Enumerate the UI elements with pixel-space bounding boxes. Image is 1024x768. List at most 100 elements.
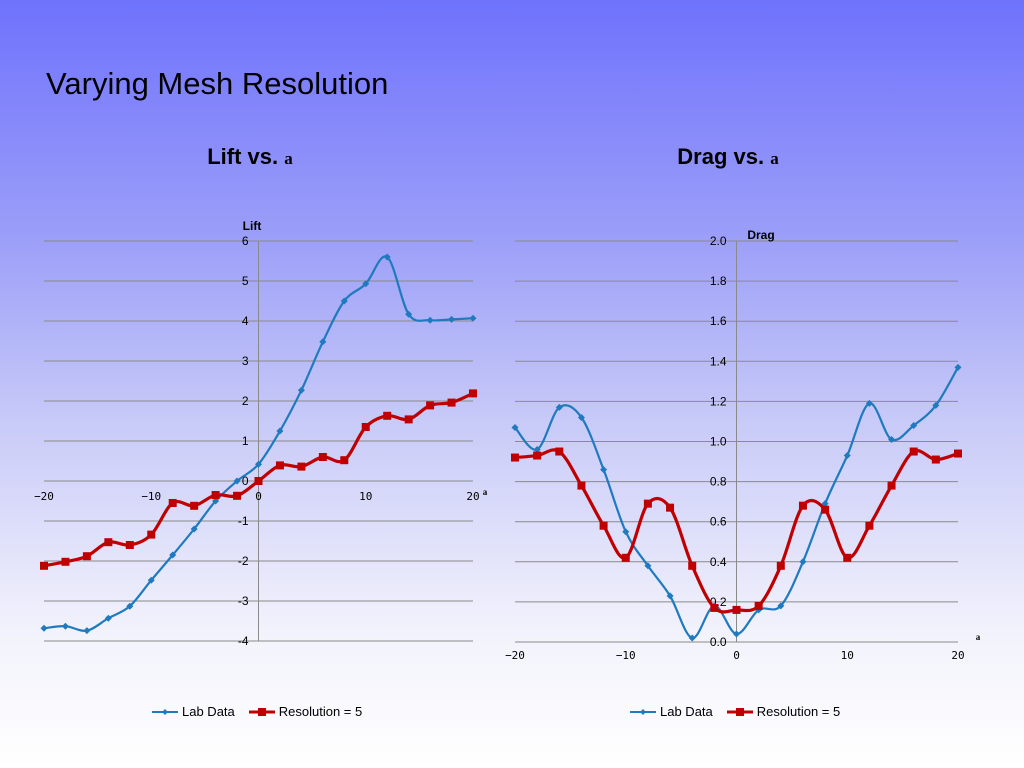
drag-legend-item-lab: Lab Data (630, 704, 713, 719)
resolution-data-point (577, 481, 586, 490)
y-tick-label: 5 (242, 274, 249, 288)
y-tick-label: -1 (238, 514, 249, 528)
x-axis-title: a (483, 487, 488, 497)
lab-data-point (469, 314, 477, 322)
lab-data-point (147, 576, 155, 584)
lift-legend-item-lab: Lab Data (152, 704, 235, 719)
resolution-data-point (776, 561, 785, 570)
lab-data-point (821, 500, 829, 508)
drag-legend-label-res: Resolution = 5 (756, 704, 841, 719)
x-tick-label: 0 (255, 490, 262, 503)
lab-data-point (319, 338, 327, 346)
y-tick-label: 0.0 (710, 635, 727, 649)
lab-data-point (888, 435, 896, 443)
lab-data-point (577, 413, 585, 421)
resolution-data-point (798, 501, 807, 510)
resolution-data-point (147, 530, 156, 539)
y-tick-label: 3 (242, 354, 249, 368)
y-axis-title: Drag (747, 228, 774, 242)
lab-data-point (362, 280, 370, 288)
x-tick-label: −20 (505, 649, 525, 662)
lab-data-point (511, 423, 519, 431)
resolution-data-point (426, 401, 435, 410)
drag-legend-item-res: Resolution = 5 (726, 704, 841, 719)
lab-data-point (383, 253, 391, 261)
lab-data-point (600, 466, 608, 474)
resolution-data-point (821, 505, 830, 514)
lab-data-swatch-icon (152, 708, 178, 715)
lab-data-point (426, 316, 434, 324)
lab-data-point (61, 622, 69, 630)
resolution-data-point (40, 561, 48, 570)
y-tick-label: 4 (242, 314, 249, 328)
resolution-data-point (275, 461, 284, 470)
resolution-data-point (233, 491, 242, 500)
resolution-data-point (732, 605, 741, 614)
resolution-data-point (61, 557, 70, 566)
lab-data-point (83, 627, 91, 635)
resolution-data-point (710, 603, 719, 612)
resolution-data-point (666, 503, 675, 512)
lift-chart-title-text: Lift vs. (207, 144, 279, 169)
y-axis-title: Lift (243, 219, 262, 233)
lift-chart-title: Lift vs. a (100, 144, 400, 170)
lab-data-point (255, 460, 262, 468)
y-tick-label: -4 (238, 634, 249, 648)
drag-legend-label-lab: Lab Data (660, 704, 713, 719)
lab-data-point (954, 363, 962, 371)
drag-chart-title-text: Drag vs. (677, 144, 765, 169)
lab-data-point (340, 297, 348, 305)
y-tick-label: 1.0 (710, 435, 727, 449)
x-axis-title: a (976, 632, 981, 642)
lift-chart-title-symbol: a (284, 149, 293, 168)
lab-data-point (233, 477, 241, 485)
lab-data-point (169, 551, 177, 559)
drag-chart-title-symbol: a (770, 149, 779, 168)
resolution-data-point (190, 501, 199, 510)
resolution-data-point (469, 389, 477, 398)
lab-data-point (733, 630, 740, 638)
y-tick-label: 0.6 (710, 515, 727, 529)
resolution-data-point (621, 553, 630, 562)
lab-data-point (932, 401, 940, 409)
lab-data-point (622, 528, 630, 536)
resolution-data-point (318, 453, 327, 461)
resolution-data-point (404, 415, 413, 424)
x-tick-label: −20 (34, 490, 54, 503)
lab-data-point (555, 403, 563, 411)
lab-data-point (276, 427, 284, 435)
y-tick-label: 2 (242, 394, 249, 408)
lab-data-point (190, 525, 198, 533)
lift-chart: -4 -3 -2 -1 0 1 2 3 4 5 6 −20 −10 0 10 20 Lift a (34, 219, 488, 648)
y-tick-label: 2.0 (710, 234, 727, 248)
resolution-data-point (599, 521, 608, 530)
resolution-data-point (511, 453, 519, 462)
lab-data-point (910, 421, 918, 429)
x-tick-label: 20 (951, 649, 964, 662)
drag-chart: 0.00.20.40.60.81.01.21.41.61.82.0−20 −10 0… (505, 228, 981, 662)
y-tick-label: -2 (238, 554, 249, 568)
lab-data-point (405, 310, 413, 318)
y-tick-label: 0.4 (710, 555, 727, 569)
y-tick-label: 0.8 (710, 475, 727, 489)
drag-legend: Lab Data Resolution = 5 (630, 704, 840, 719)
resolution-data-point (254, 477, 263, 485)
resolution-data-point (82, 552, 91, 561)
resolution-data-point (211, 491, 220, 499)
lab-data-point (40, 624, 48, 632)
resolution-data-point (297, 462, 306, 471)
lab-data-point (297, 386, 305, 394)
x-tick-label: 0 (733, 649, 740, 662)
y-tick-label: -3 (238, 594, 249, 608)
y-tick-label: 1.2 (710, 394, 727, 408)
lab-data-swatch-icon (630, 708, 656, 715)
resolution-data-point (447, 398, 456, 407)
y-tick-label: 0 (242, 474, 249, 488)
y-tick-label: 1.8 (710, 274, 727, 288)
resolution-data-point (909, 447, 918, 456)
lift-legend-item-res: Resolution = 5 (248, 704, 363, 719)
lift-legend-label-res: Resolution = 5 (278, 704, 363, 719)
resolution-data-point (555, 447, 564, 456)
lab-data-point (212, 497, 220, 505)
resolution-data-point (887, 481, 896, 490)
